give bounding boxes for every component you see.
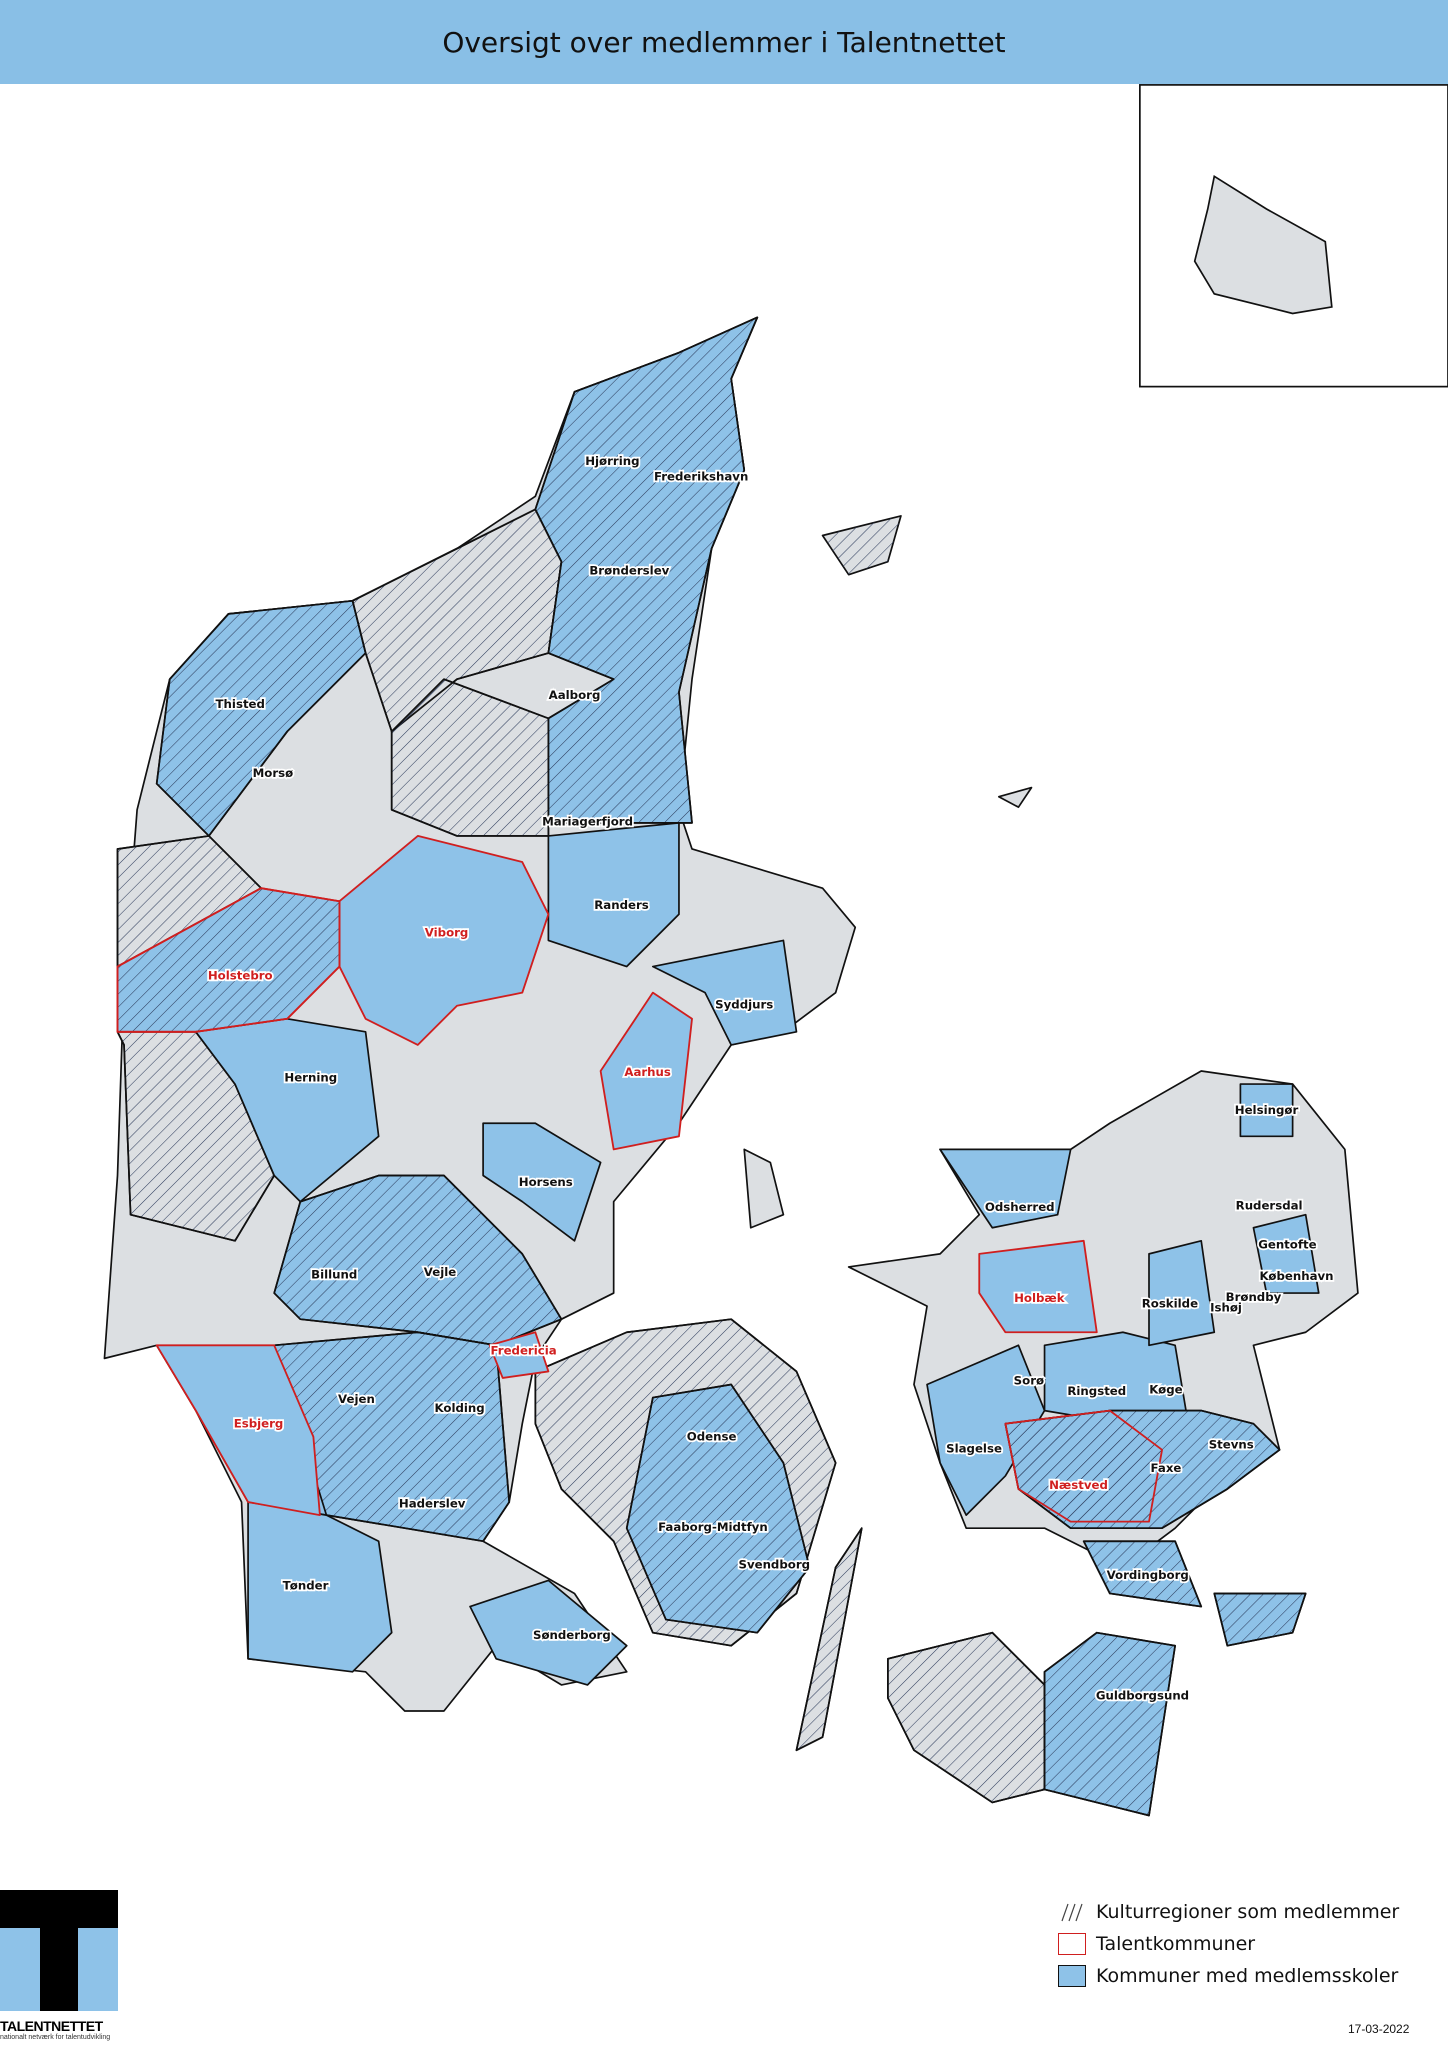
t-logo-icon bbox=[0, 1890, 118, 2011]
hatch-swatch-icon bbox=[1061, 1903, 1083, 1922]
label-kolding: Kolding bbox=[434, 1401, 484, 1415]
samso bbox=[743, 1148, 785, 1229]
label-koge: Køge bbox=[1149, 1383, 1182, 1397]
label-randers: Randers bbox=[594, 898, 649, 912]
label-tonder: Tønder bbox=[283, 1579, 329, 1593]
label-odense: Odense bbox=[687, 1430, 737, 1444]
bornholm-inset-frame bbox=[1139, 84, 1448, 388]
bornholm bbox=[1193, 174, 1333, 315]
title-bar: Oversigt over medlemmer i Talentnettet bbox=[0, 0, 1448, 84]
label-esbjerg: Esbjerg bbox=[234, 1417, 284, 1431]
label-bronderslev: Brønderslev bbox=[589, 564, 669, 578]
label-morso: Morsø bbox=[253, 766, 294, 780]
label-rudersdal: Rudersdal bbox=[1236, 1198, 1303, 1212]
label-kobenhavn: København bbox=[1260, 1269, 1334, 1283]
label-ringsted: Ringsted bbox=[1067, 1384, 1126, 1398]
label-stevns: Stevns bbox=[1209, 1437, 1254, 1451]
label-odsherred: Odsherred bbox=[985, 1200, 1055, 1214]
label-vejen: Vejen bbox=[338, 1392, 375, 1406]
label-vordingborg: Vordingborg bbox=[1107, 1568, 1189, 1582]
label-roskilde: Roskilde bbox=[1142, 1296, 1198, 1310]
label-herning: Herning bbox=[284, 1070, 337, 1084]
laeso-hatch bbox=[822, 515, 901, 575]
label-holstebro: Holstebro bbox=[208, 969, 273, 983]
label-soro: Sorø bbox=[1014, 1373, 1044, 1387]
red-outline-swatch-icon bbox=[1058, 1933, 1086, 1955]
map-date: 17-03-2022 bbox=[1348, 2022, 1410, 2036]
legend-label: Kulturregioner som medlemmer bbox=[1096, 1901, 1400, 1923]
label-helsingor: Helsingør bbox=[1235, 1103, 1299, 1117]
label-faaborg-midtfyn: Faaborg-Midtfyn bbox=[658, 1520, 768, 1534]
label-haderslev: Haderslev bbox=[399, 1496, 466, 1510]
label-frederikshavn: Frederikshavn bbox=[654, 470, 748, 484]
legend-label: Kommuner med medlemsskoler bbox=[1096, 1965, 1399, 1987]
municipality-labels: Hjørring Frederikshavn Brønderslev Thist… bbox=[206, 452, 1335, 1704]
label-viborg: Viborg bbox=[425, 925, 469, 939]
legend-label: Talentkommuner bbox=[1096, 1933, 1256, 1955]
label-sonderborg: Sønderborg bbox=[533, 1628, 611, 1642]
blue-fill-swatch-icon bbox=[1058, 1965, 1086, 1987]
legend: Kulturregioner som medlemmer Talentkommu… bbox=[1058, 1896, 1399, 1992]
label-hjorring: Hjørring bbox=[585, 454, 639, 468]
label-billund: Billund bbox=[311, 1268, 357, 1282]
label-naestved: Næstved bbox=[1049, 1478, 1108, 1492]
label-mariagerfjord: Mariagerfjord bbox=[542, 814, 633, 828]
anholt bbox=[997, 786, 1033, 809]
label-guldborgsund: Guldborgsund bbox=[1096, 1688, 1189, 1702]
map-title: Oversigt over medlemmer i Talentnettet bbox=[442, 25, 1006, 59]
legend-item-talent: Talentkommuner bbox=[1058, 1928, 1399, 1960]
label-faxe: Faxe bbox=[1151, 1461, 1182, 1475]
label-vejle: Vejle bbox=[424, 1265, 456, 1279]
label-fredericia: Fredericia bbox=[490, 1343, 556, 1357]
talent-municipalities bbox=[116, 835, 1163, 1523]
label-svendborg: Svendborg bbox=[738, 1558, 810, 1572]
logo-name: TALENTNETTET bbox=[0, 2018, 103, 2034]
label-syddjurs: Syddjurs bbox=[715, 997, 773, 1011]
label-brondby: Brøndby bbox=[1226, 1290, 1282, 1304]
talentnettet-logo: TALENTNETTET nationalt netværk for talen… bbox=[0, 1878, 118, 2041]
label-aalborg: Aalborg bbox=[549, 688, 601, 702]
label-ishoj: Ishøj bbox=[1210, 1300, 1242, 1314]
label-aarhus: Aarhus bbox=[624, 1065, 671, 1079]
legend-item-member-schools: Kommuner med medlemsskoler bbox=[1058, 1960, 1399, 1992]
label-thisted: Thisted bbox=[216, 697, 265, 711]
legend-item-culture-regions: Kulturregioner som medlemmer bbox=[1058, 1896, 1399, 1928]
label-slagelse: Slagelse bbox=[946, 1441, 1002, 1455]
member-hatch bbox=[155, 316, 1307, 1817]
logo-tagline: nationalt netværk for talentudvikling bbox=[0, 2034, 111, 2041]
label-holbaek: Holbæk bbox=[1014, 1291, 1066, 1305]
label-horsens: Horsens bbox=[519, 1175, 573, 1189]
label-gentofte: Gentofte bbox=[1258, 1238, 1316, 1252]
